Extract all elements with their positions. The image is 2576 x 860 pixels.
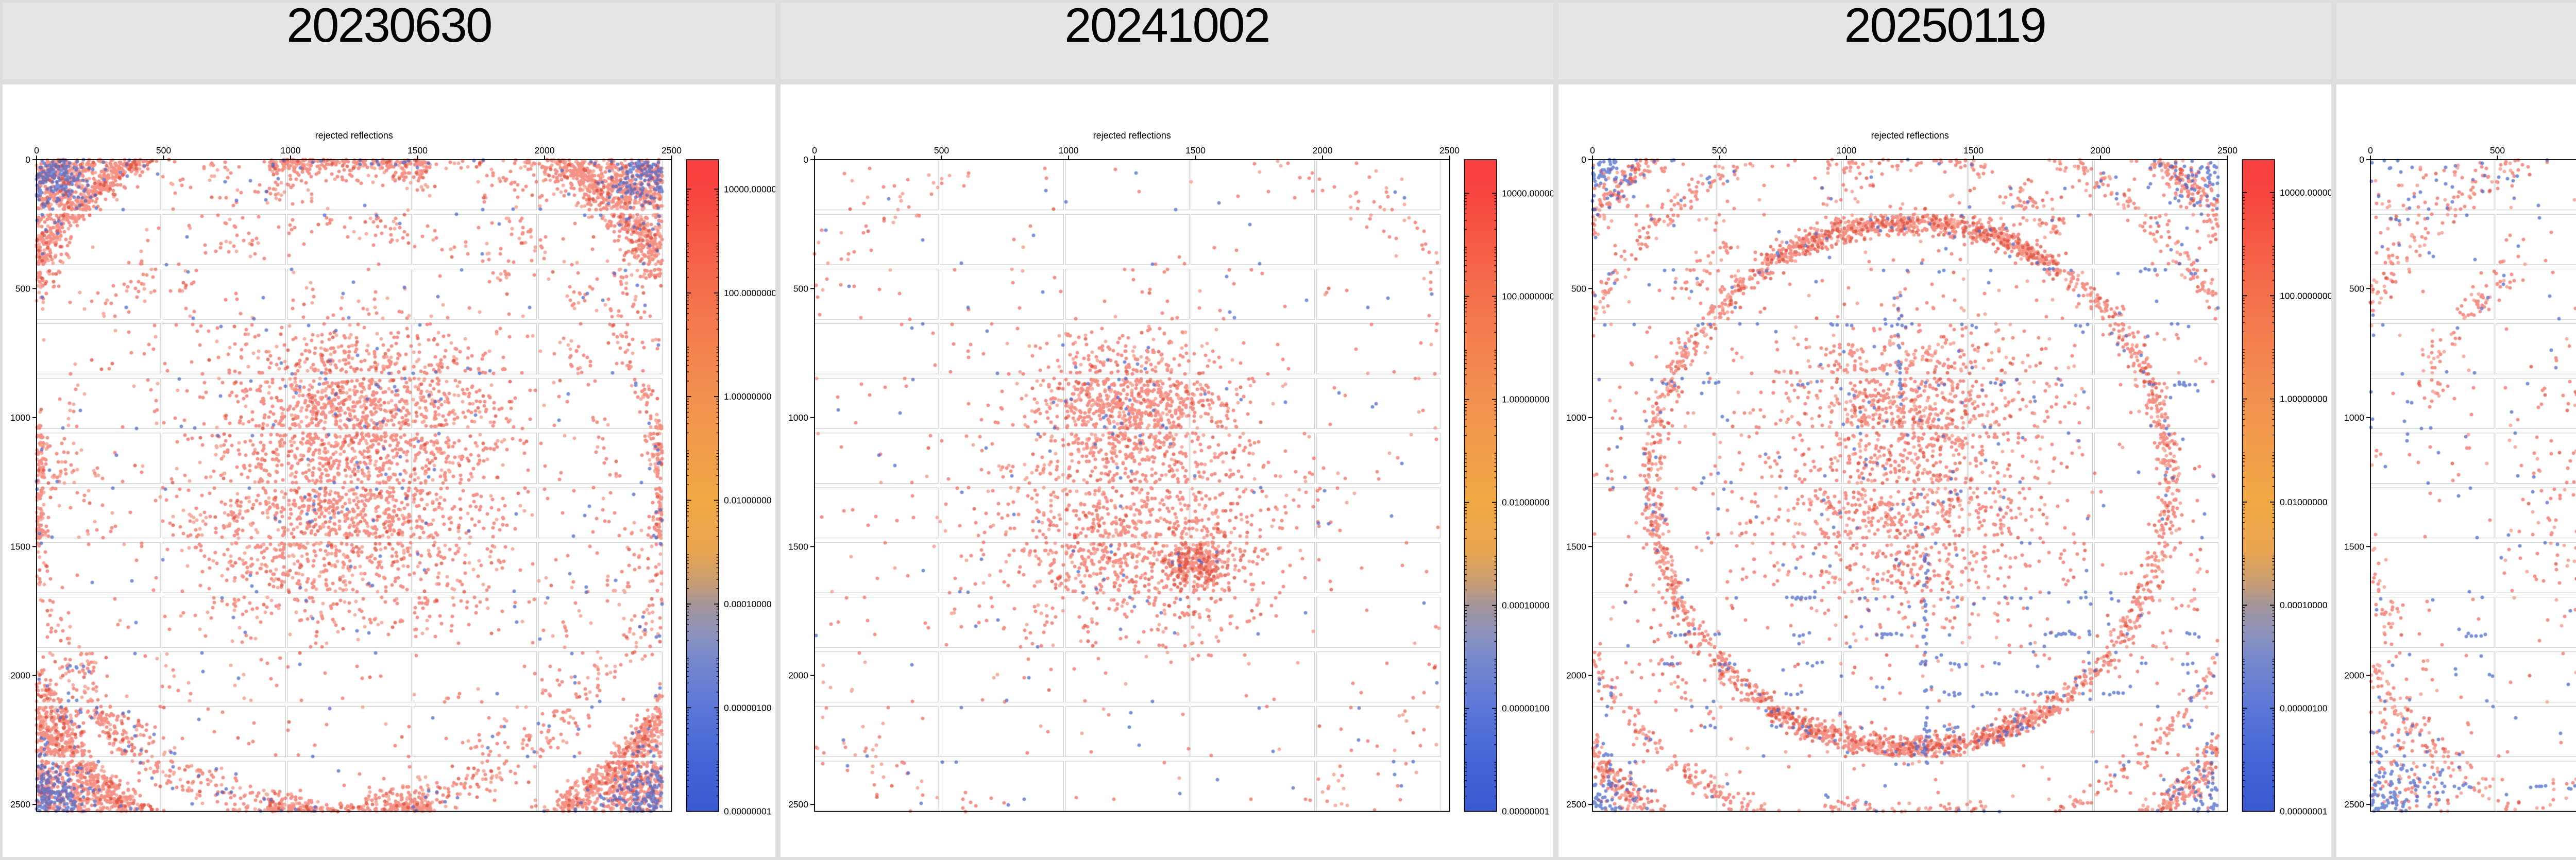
svg-text:1.00000000: 1.00000000 [2280, 394, 2328, 404]
svg-text:2000: 2000 [2344, 670, 2364, 681]
svg-text:100.00000000: 100.00000000 [1502, 291, 1553, 302]
svg-text:100.00000000: 100.00000000 [2280, 290, 2331, 301]
svg-text:2500: 2500 [2217, 145, 2238, 156]
svg-text:0.00000001: 0.00000001 [2280, 806, 2327, 817]
svg-text:2500: 2500 [1439, 145, 1460, 156]
svg-text:2500: 2500 [788, 799, 808, 810]
svg-text:2000: 2000 [10, 670, 30, 681]
svg-text:10000.00000000: 10000.00000000 [724, 184, 775, 194]
svg-text:1500: 1500 [1566, 541, 1586, 552]
svg-text:0.01000000: 0.01000000 [2280, 497, 2328, 507]
svg-text:0.01000000: 0.01000000 [1502, 497, 1550, 508]
svg-text:1000: 1000 [1059, 145, 1079, 156]
svg-text:1000: 1000 [788, 412, 808, 423]
svg-text:2000: 2000 [2091, 145, 2111, 156]
svg-text:0: 0 [25, 154, 30, 165]
svg-text:1500: 1500 [408, 145, 428, 156]
svg-text:500: 500 [1712, 145, 1727, 156]
svg-text:1500: 1500 [2344, 541, 2364, 552]
svg-text:1000: 1000 [2344, 412, 2364, 423]
svg-text:500: 500 [15, 283, 30, 294]
svg-text:2000: 2000 [1313, 145, 1333, 156]
svg-text:0: 0 [34, 145, 39, 156]
svg-text:1500: 1500 [10, 541, 30, 552]
svg-text:1500: 1500 [788, 541, 808, 552]
svg-text:1000: 1000 [1837, 145, 1857, 156]
svg-text:0: 0 [812, 145, 817, 156]
svg-text:500: 500 [2349, 283, 2364, 294]
svg-text:100.00000000: 100.00000000 [724, 288, 775, 298]
svg-text:rejected reflections: rejected reflections [315, 130, 393, 141]
svg-text:500: 500 [793, 283, 808, 294]
svg-text:0.00000001: 0.00000001 [1502, 806, 1549, 817]
svg-text:2000: 2000 [788, 670, 808, 681]
svg-text:2500: 2500 [662, 145, 682, 156]
svg-text:10000.00000000: 10000.00000000 [2280, 187, 2331, 198]
svg-text:rejected reflections: rejected reflections [1871, 130, 1949, 141]
svg-text:0.00000001: 0.00000001 [724, 806, 771, 817]
svg-text:10000.00000000: 10000.00000000 [1502, 188, 1553, 199]
svg-text:0: 0 [803, 154, 808, 165]
svg-text:1.00000000: 1.00000000 [724, 391, 772, 402]
svg-text:1500: 1500 [1963, 145, 1984, 156]
svg-text:0.00000100: 0.00000100 [724, 702, 772, 713]
svg-text:500: 500 [934, 145, 949, 156]
svg-text:0: 0 [1590, 145, 1595, 156]
svg-text:500: 500 [156, 145, 171, 156]
svg-text:0: 0 [2359, 154, 2364, 165]
svg-text:0: 0 [1581, 154, 1586, 165]
svg-text:0.00010000: 0.00010000 [2280, 600, 2328, 610]
svg-text:2500: 2500 [1566, 799, 1586, 810]
svg-text:0.00010000: 0.00010000 [1502, 600, 1550, 611]
svg-text:2500: 2500 [10, 799, 30, 810]
svg-text:500: 500 [1571, 283, 1586, 294]
svg-text:1000: 1000 [1566, 412, 1586, 423]
svg-text:rejected reflections: rejected reflections [1093, 130, 1171, 141]
svg-text:0.00000100: 0.00000100 [1502, 703, 1550, 714]
svg-text:0.00010000: 0.00010000 [724, 599, 772, 609]
svg-text:0: 0 [2368, 145, 2373, 156]
svg-text:2500: 2500 [2344, 799, 2364, 810]
svg-text:1000: 1000 [10, 412, 30, 423]
svg-text:2000: 2000 [1566, 670, 1586, 681]
svg-text:0.00000100: 0.00000100 [2280, 703, 2328, 713]
svg-text:1.00000000: 1.00000000 [1502, 394, 1550, 405]
svg-text:1500: 1500 [1185, 145, 1206, 156]
svg-text:1000: 1000 [281, 145, 301, 156]
svg-text:0.01000000: 0.01000000 [724, 495, 772, 506]
svg-text:500: 500 [2490, 145, 2505, 156]
svg-text:2000: 2000 [535, 145, 555, 156]
